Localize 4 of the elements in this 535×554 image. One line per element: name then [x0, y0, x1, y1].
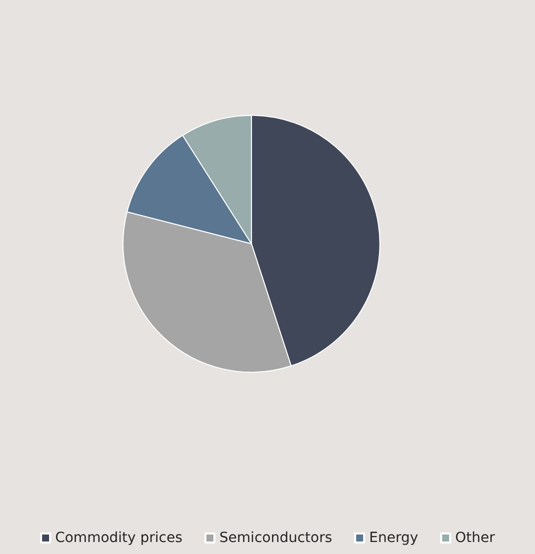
legend-label: Commodity prices: [55, 530, 182, 546]
legend-label: Other: [455, 530, 496, 546]
legend-label: Semiconductors: [219, 530, 332, 546]
legend-label: Energy: [369, 530, 418, 546]
